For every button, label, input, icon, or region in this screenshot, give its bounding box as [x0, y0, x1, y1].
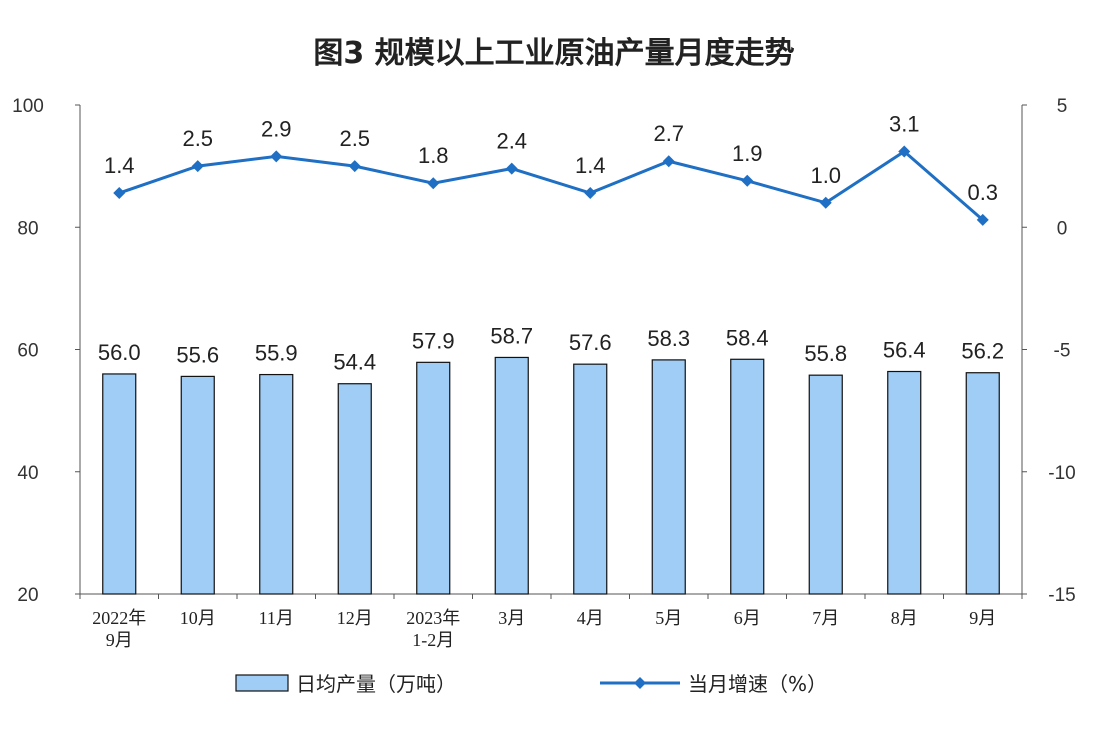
- y-right-tick-label: -15: [1048, 585, 1075, 606]
- bar-value-label: 55.8: [804, 341, 847, 366]
- x-tick-label: 12月: [337, 608, 373, 628]
- growth-value-label: 2.5: [339, 126, 370, 151]
- x-tick-label: 9月: [969, 608, 996, 628]
- growth-point: [348, 160, 361, 173]
- x-tick-label: 5月: [655, 608, 682, 628]
- growth-value-label: 2.4: [496, 129, 527, 154]
- y-left-tick-label: 40: [17, 463, 38, 484]
- x-tick-label: 11月: [259, 608, 294, 628]
- bar: [651, 359, 686, 595]
- growth-value-label: 1.9: [732, 141, 763, 166]
- bar: [102, 373, 137, 595]
- growth-value-label: 1.8: [418, 143, 449, 168]
- growth-value-label: 1.4: [575, 153, 606, 178]
- growth-point: [741, 174, 754, 187]
- x-tick-label: 2023年 1-2月: [406, 608, 460, 650]
- growth-line: [118, 149, 984, 222]
- legend-line-label: 当月增速（%）: [688, 672, 827, 696]
- y-right-tick-label: -5: [1054, 341, 1071, 362]
- bar: [494, 356, 529, 595]
- growth-point: [819, 196, 832, 209]
- y-left-tick-label: 60: [17, 341, 38, 362]
- legend-bar-label: 日均产量（万吨）: [296, 672, 456, 696]
- bar-value-label: 55.6: [176, 342, 219, 367]
- growth-value-label: 1.4: [104, 153, 135, 178]
- growth-value-label: 0.3: [967, 180, 998, 205]
- x-tick-label: 10月: [180, 608, 216, 628]
- growth-value-label: 2.5: [182, 126, 213, 151]
- x-tick-label: 6月: [734, 608, 761, 628]
- y-right-tick-label: 5: [1057, 96, 1068, 117]
- chart-title: 图3 规模以上工业原油产量月度走势: [313, 36, 795, 71]
- growth-point: [270, 150, 283, 163]
- bar-value-label: 54.4: [333, 350, 376, 375]
- bar-value-label: 56.4: [883, 338, 926, 363]
- growth-point: [505, 162, 518, 175]
- x-tick-label: 3月: [498, 608, 525, 628]
- bar: [259, 373, 294, 595]
- bar: [808, 374, 843, 595]
- growth-value-label: 3.1: [889, 111, 920, 136]
- growth-point: [427, 177, 440, 190]
- bar: [887, 370, 922, 595]
- bar: [965, 372, 1000, 595]
- y-left-tick-label: 100: [12, 96, 44, 117]
- bar: [416, 361, 451, 595]
- bar-value-label: 57.6: [569, 330, 612, 355]
- bar: [730, 358, 765, 595]
- growth-value-label: 2.9: [261, 116, 292, 141]
- bar-value-label: 56.0: [98, 340, 141, 365]
- growth-value-label: 1.0: [810, 163, 841, 188]
- bar-value-label: 56.2: [961, 339, 1004, 364]
- y-left-tick-label: 80: [17, 218, 38, 239]
- growth-point: [113, 187, 126, 200]
- bar: [180, 375, 215, 595]
- bar-value-label: 55.9: [255, 341, 298, 366]
- bar-value-label: 58.3: [647, 326, 690, 351]
- bar-value-label: 57.9: [412, 328, 455, 353]
- y-right-tick-label: -10: [1048, 463, 1075, 484]
- growth-point: [662, 155, 675, 168]
- bar: [573, 363, 608, 595]
- growth-point: [584, 187, 597, 200]
- y-left-tick-label: 20: [17, 585, 38, 606]
- legend-bar-swatch: [235, 674, 289, 692]
- growth-point: [191, 160, 204, 173]
- x-tick-label: 2022年 9月: [92, 608, 146, 650]
- growth-point: [898, 145, 911, 158]
- growth-value-label: 2.7: [653, 121, 684, 146]
- legend-line-marker: [634, 677, 646, 689]
- bar-value-label: 58.4: [726, 325, 769, 350]
- bar-value-label: 58.7: [490, 323, 533, 348]
- y-right-tick-label: 0: [1057, 218, 1068, 239]
- growth-point: [976, 213, 989, 226]
- x-tick-label: 4月: [577, 608, 604, 628]
- x-tick-label: 7月: [812, 608, 839, 628]
- x-tick-label: 8月: [891, 608, 918, 628]
- bar: [337, 383, 372, 595]
